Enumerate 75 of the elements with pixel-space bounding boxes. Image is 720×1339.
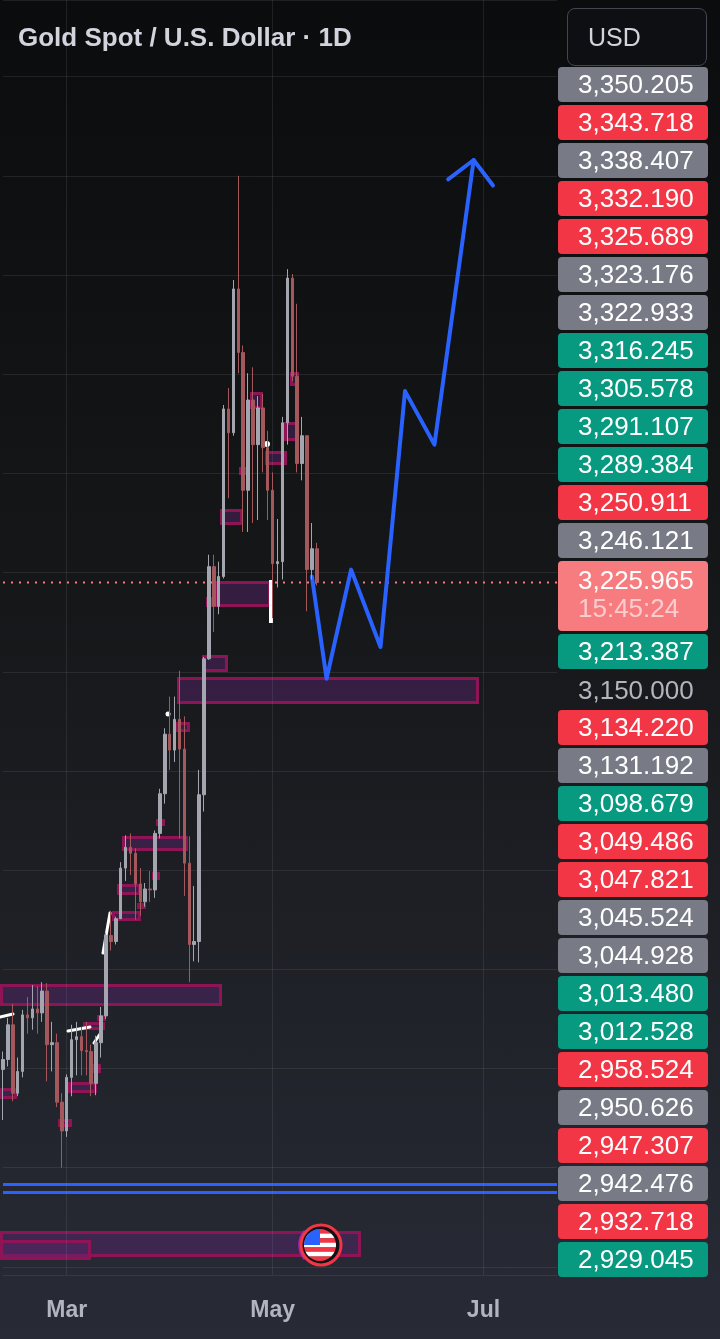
candlestick (251, 366, 255, 524)
candlestick (246, 372, 250, 533)
candlestick (124, 834, 127, 882)
candlestick (40, 981, 44, 1023)
text: 3,289.384 (578, 448, 695, 481)
chart-title: Gold Spot / U.S. Dollar · 1D (18, 22, 352, 52)
text: 3,332.190 (578, 182, 695, 215)
candlestick (232, 279, 235, 437)
text: 3,338.407 (578, 144, 695, 177)
candlestick (45, 982, 49, 1082)
candlestick (70, 1024, 73, 1097)
candlestick (80, 1026, 83, 1076)
candlestick (310, 522, 314, 581)
text: 3,012.528 (578, 1015, 695, 1048)
x-tick-label: Mar (46, 1295, 88, 1322)
text: 3,322.933 (578, 296, 695, 329)
text: 3,213.387 (578, 635, 695, 668)
text: 3,323.176 (578, 258, 695, 291)
text: 3,045.524 (578, 901, 695, 934)
candlestick (50, 1021, 54, 1072)
text: 3,250.911 (578, 486, 693, 519)
text: 3,013.480 (578, 977, 695, 1010)
candlestick (256, 395, 260, 521)
x-tick-label: May (250, 1295, 296, 1322)
text: 2,942.476 (578, 1167, 695, 1200)
candlestick (139, 867, 142, 917)
candlestick (109, 910, 113, 951)
candlestick (188, 835, 191, 983)
candlestick (227, 387, 230, 499)
candlestick (178, 670, 181, 839)
candlestick (65, 1073, 68, 1138)
text: 3,049.486 (578, 825, 695, 858)
text: 3,225.965 15:45:24 (578, 565, 695, 623)
candlestick (148, 870, 152, 903)
candlestick (212, 554, 216, 633)
candlestick (143, 882, 147, 908)
candlestick (36, 985, 39, 1035)
candlestick (217, 561, 220, 615)
text: 3,316.245 (578, 334, 695, 367)
text: 3,305.578 (578, 372, 695, 405)
candlestick (276, 518, 279, 588)
candlestick (129, 832, 132, 876)
text: 3,246.121 (578, 524, 695, 557)
candlestick (286, 268, 289, 446)
text: 3,343.718 (578, 106, 695, 139)
x-tick-label: Jul (466, 1295, 501, 1322)
candlestick (75, 1021, 78, 1076)
candlestick (11, 1003, 15, 1102)
text: 2,947.307 (578, 1129, 695, 1162)
text: 3,134.220 (578, 711, 695, 744)
text: 3,150.000 (578, 674, 695, 707)
text: USD (588, 22, 642, 53)
candlestick (305, 435, 309, 612)
text: 2,950.626 (578, 1091, 695, 1124)
candlestick (21, 1009, 24, 1078)
candlestick (315, 542, 319, 586)
candlestick (183, 715, 186, 897)
text: 3,325.689 (578, 220, 695, 253)
text: 3,098.679 (578, 787, 695, 820)
candlestick (281, 416, 284, 581)
text: 3,350.205 (578, 68, 695, 101)
text: 3,131.192 (578, 749, 695, 782)
text: 2,932.718 (578, 1205, 695, 1238)
text: 3,291.107 (578, 410, 695, 443)
candlestick (173, 696, 176, 763)
candlestick (31, 984, 34, 1031)
candlestick (26, 996, 29, 1035)
text: 2,929.045 (578, 1243, 695, 1276)
candlestick (300, 416, 304, 481)
text: 3,044.928 (578, 939, 695, 972)
text: 3,047.821 (578, 863, 695, 896)
text: 2,958.524 (578, 1053, 695, 1086)
candlestick (222, 404, 225, 580)
candlestick (16, 1057, 19, 1097)
candlestick (134, 847, 137, 921)
